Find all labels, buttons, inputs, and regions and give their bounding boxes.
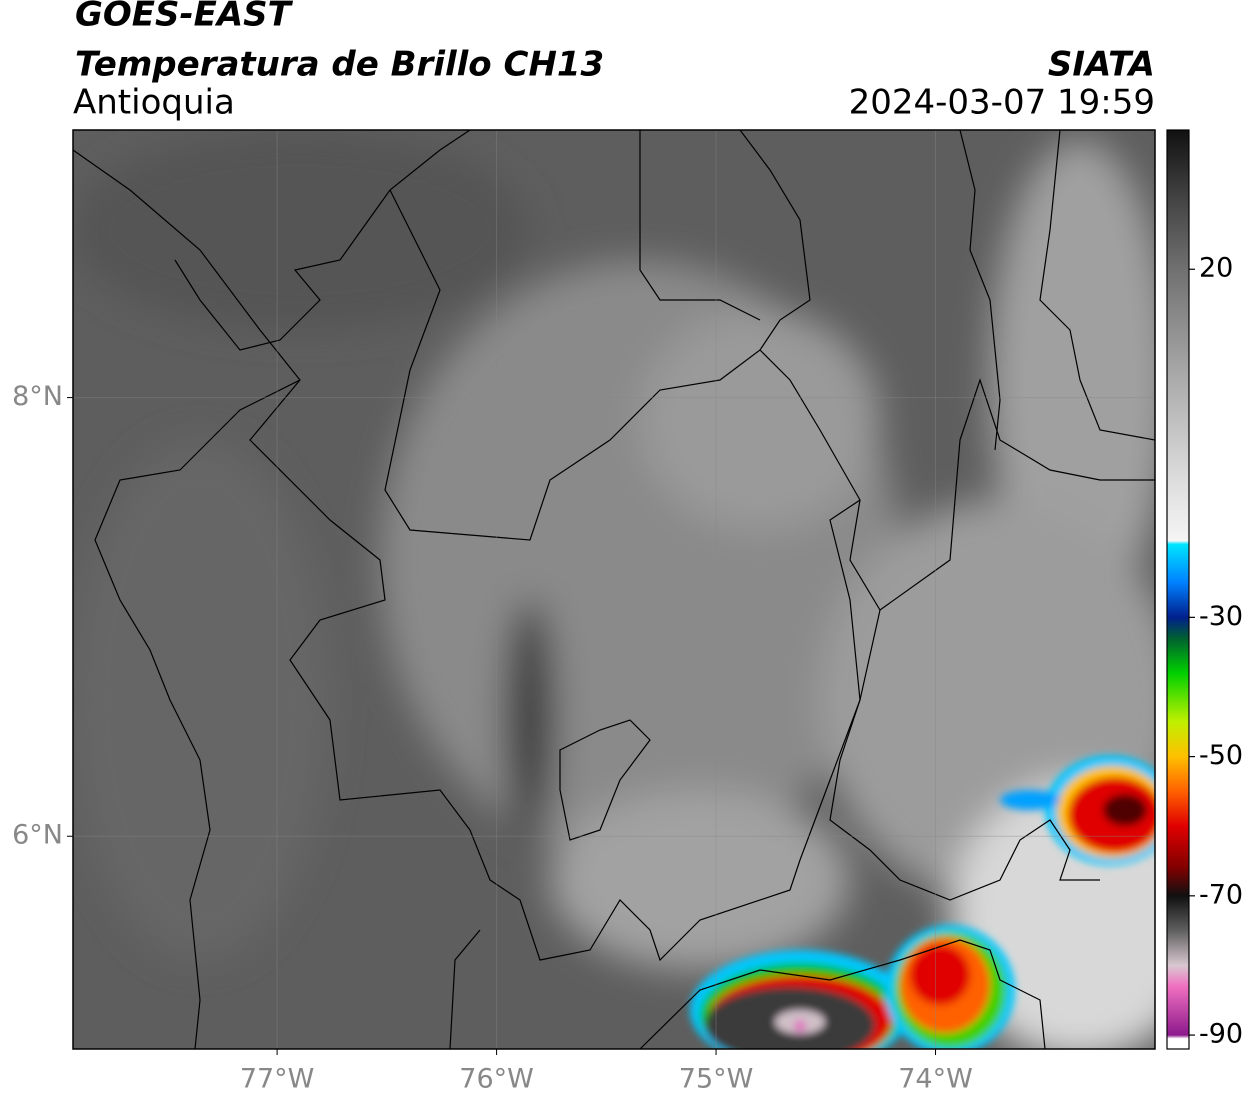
colorbar-tick-label: -30	[1199, 601, 1243, 632]
colorbar-tick-label: 20	[1199, 253, 1233, 284]
y-tick-label: 6°N	[12, 820, 63, 851]
colorbar-tick-label: -50	[1199, 740, 1243, 771]
y-tick-label: 8°N	[12, 381, 63, 412]
x-tick-label: 74°W	[898, 1064, 973, 1095]
region: Antioquia	[73, 83, 235, 123]
map-frame	[72, 129, 1156, 1050]
borders	[73, 130, 1155, 1049]
grid	[73, 130, 1155, 1049]
colorbar	[1166, 129, 1190, 1050]
x-tick-label: 75°W	[679, 1064, 754, 1095]
timestamp: 2024-03-07 19:59	[849, 83, 1155, 123]
colorbar-tick-label: -70	[1199, 879, 1243, 910]
subtitle: Temperatura de Brillo CH13	[75, 45, 604, 85]
title: GOES-EAST	[75, 0, 294, 35]
source: SIATA	[1048, 45, 1155, 85]
x-tick-label: 76°W	[459, 1064, 534, 1095]
satellite-image	[73, 130, 1155, 1049]
colorbar-tick-label: -90	[1199, 1019, 1243, 1050]
x-tick-label: 77°W	[240, 1064, 315, 1095]
